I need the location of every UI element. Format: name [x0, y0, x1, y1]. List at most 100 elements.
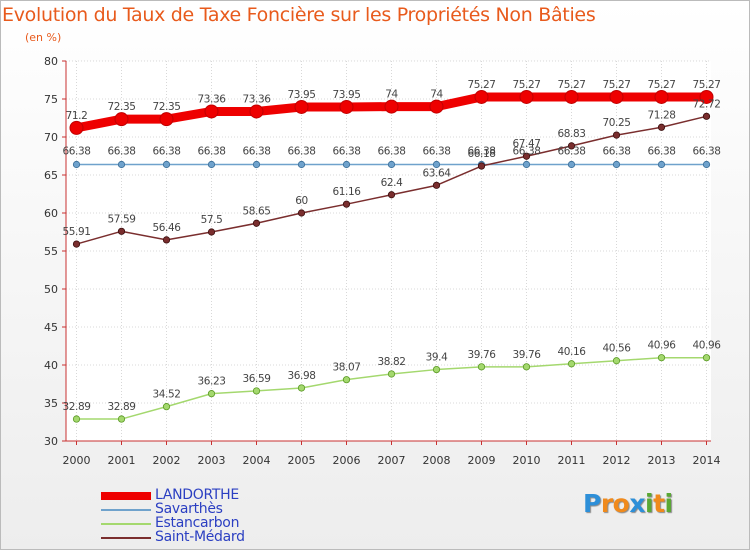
data-label-savarthes: 66.38	[242, 146, 270, 158]
data-label-estancarbon: 36.59	[242, 373, 270, 385]
x-tick-label: 2009	[468, 454, 496, 467]
data-label-landorthe: 74	[385, 89, 398, 101]
data-label-landorthe: 75.27	[692, 79, 720, 91]
logo-letter: P	[583, 489, 601, 518]
legend-swatch	[101, 509, 151, 511]
data-label-saint-medard: 57.5	[201, 214, 223, 226]
data-point-savarthes	[432, 160, 441, 169]
x-tick-label: 2002	[153, 454, 181, 467]
data-point-landorthe	[114, 112, 129, 127]
chart-subtitle: (en %)	[25, 31, 62, 44]
data-point-savarthes	[117, 160, 126, 169]
x-tick-label: 2007	[378, 454, 406, 467]
data-label-estancarbon: 32.89	[107, 401, 135, 413]
data-point-savarthes	[567, 160, 576, 169]
data-point-saint-medard	[207, 228, 216, 236]
data-point-landorthe	[474, 89, 489, 104]
data-label-savarthes: 66.38	[602, 146, 630, 158]
data-label-saint-medard: 55.91	[62, 226, 90, 238]
x-tick-label: 2012	[603, 454, 631, 467]
data-point-landorthe	[384, 99, 399, 114]
data-label-saint-medard: 72.72	[692, 98, 720, 110]
proxiti-logo: Proxiti	[583, 489, 673, 518]
data-point-saint-medard	[657, 123, 666, 131]
y-tick-label: 80	[44, 55, 58, 68]
data-point-landorthe	[294, 99, 309, 114]
data-point-estancarbon	[117, 415, 126, 423]
data-point-saint-medard	[117, 227, 126, 235]
legend-label: Saint-Médard	[155, 529, 245, 545]
data-label-landorthe: 75.27	[512, 79, 540, 91]
legend-label: LANDORTHE	[155, 487, 239, 503]
data-label-estancarbon: 39.4	[426, 352, 448, 364]
data-point-landorthe	[69, 120, 84, 135]
data-label-estancarbon: 36.23	[197, 376, 225, 388]
x-tick-label: 2014	[693, 454, 721, 467]
logo-letter: t	[653, 489, 665, 518]
data-label-landorthe: 72.35	[107, 101, 135, 113]
data-label-saint-medard: 58.65	[242, 205, 270, 217]
data-label-savarthes: 66.38	[557, 146, 585, 158]
legend-label: Estancarbon	[155, 515, 240, 531]
x-tick-label: 2003	[198, 454, 226, 467]
data-label-savarthes: 66.38	[377, 146, 405, 158]
data-point-estancarbon	[72, 415, 81, 423]
data-label-landorthe: 73.36	[242, 93, 271, 105]
data-point-saint-medard	[162, 236, 171, 244]
data-point-savarthes	[612, 160, 621, 169]
data-point-landorthe	[519, 89, 534, 104]
data-point-savarthes	[702, 160, 711, 169]
data-point-landorthe	[249, 104, 264, 119]
x-tick-label: 2011	[558, 454, 586, 467]
data-point-savarthes	[387, 160, 396, 169]
data-point-saint-medard	[297, 209, 306, 217]
y-tick-label: 75	[44, 93, 58, 106]
data-label-savarthes: 66.38	[422, 146, 450, 158]
data-label-estancarbon: 38.07	[332, 362, 360, 374]
data-point-landorthe	[204, 104, 219, 119]
data-label-estancarbon: 34.52	[152, 389, 180, 401]
data-label-saint-medard: 68.83	[557, 128, 585, 140]
x-tick-label: 2001	[108, 454, 136, 467]
data-label-saint-medard: 57.59	[107, 213, 135, 225]
data-point-estancarbon	[297, 384, 306, 392]
data-label-estancarbon: 38.82	[377, 356, 405, 368]
data-point-estancarbon	[567, 360, 576, 368]
data-point-saint-medard	[432, 181, 441, 189]
data-point-estancarbon	[702, 354, 711, 362]
data-label-landorthe: 73.36	[197, 93, 226, 105]
data-label-savarthes: 66.38	[62, 146, 90, 158]
data-point-estancarbon	[207, 390, 216, 398]
chart-title: Evolution du Taux de Taxe Foncière sur l…	[2, 4, 596, 26]
data-label-estancarbon: 40.56	[602, 343, 631, 355]
data-label-landorthe: 73.95	[287, 89, 315, 101]
y-tick-label: 45	[44, 321, 58, 334]
data-label-savarthes: 66.38	[647, 146, 675, 158]
logo-letter: x	[629, 489, 645, 518]
y-tick-label: 70	[44, 131, 58, 144]
data-label-estancarbon: 36.98	[287, 370, 315, 382]
data-point-estancarbon	[162, 403, 171, 411]
data-point-saint-medard	[342, 200, 351, 208]
data-point-estancarbon	[432, 365, 441, 374]
logo-letter: i	[645, 489, 654, 518]
data-label-savarthes: 66.38	[692, 146, 720, 158]
data-point-estancarbon	[612, 357, 621, 365]
data-point-savarthes	[522, 160, 531, 169]
y-tick-label: 55	[44, 245, 58, 258]
data-label-landorthe: 75.27	[647, 79, 675, 91]
data-label-savarthes: 66.38	[467, 146, 495, 158]
data-label-saint-medard: 63.64	[422, 167, 451, 179]
data-point-savarthes	[297, 160, 306, 169]
data-point-estancarbon	[477, 363, 486, 371]
data-label-landorthe: 74	[430, 89, 443, 101]
data-point-saint-medard	[702, 112, 711, 120]
x-tick-label: 2005	[288, 454, 316, 467]
data-point-estancarbon	[342, 376, 351, 384]
data-point-savarthes	[207, 160, 216, 169]
data-point-savarthes	[657, 160, 666, 169]
data-label-saint-medard: 70.25	[602, 117, 630, 129]
data-label-estancarbon: 40.96	[647, 340, 676, 352]
data-label-estancarbon: 39.76	[512, 349, 541, 361]
x-tick-label: 2006	[333, 454, 361, 467]
